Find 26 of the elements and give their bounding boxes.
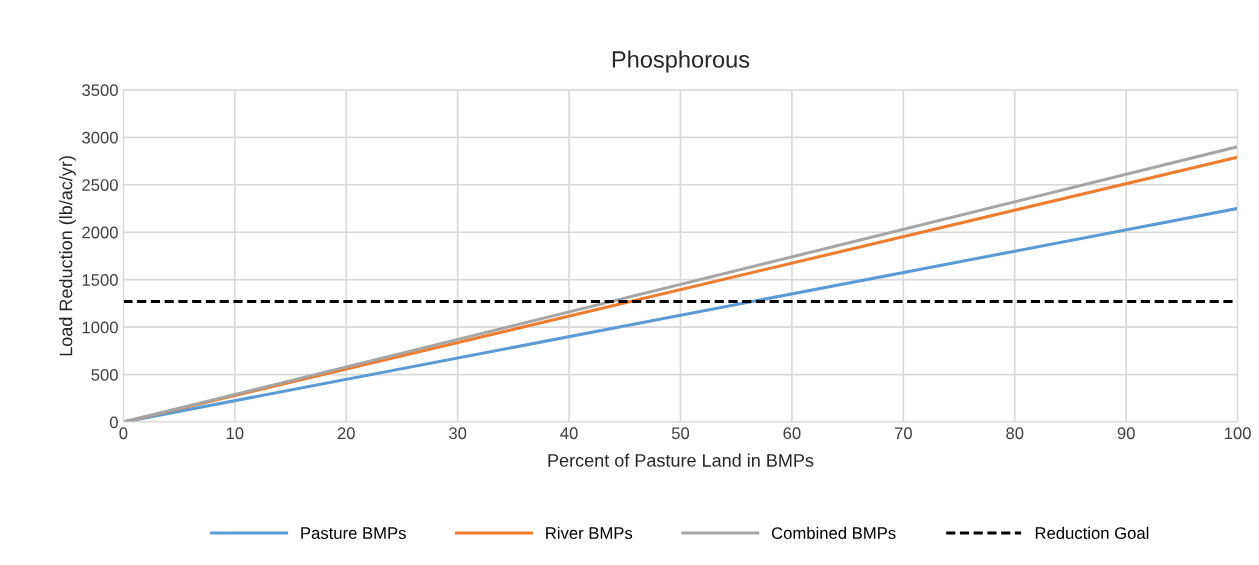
x-tick-label: 20 — [337, 427, 355, 440]
y-tick-label: 1000 — [82, 321, 118, 334]
x-tick-label: 10 — [226, 427, 244, 440]
y-tick-label: 3500 — [82, 84, 118, 97]
legend-label: River BMPs — [546, 526, 633, 539]
chart-title: Phosphorous — [612, 50, 750, 73]
x-tick-label: 80 — [1006, 427, 1024, 440]
x-tick-label: 60 — [783, 427, 801, 440]
y-tick-label: 500 — [91, 369, 118, 381]
legend-label: Reduction Goal — [1035, 526, 1149, 539]
x-tick-label: 100 — [1224, 427, 1251, 440]
y-tick-label: 3000 — [82, 131, 118, 144]
y-tick-label: 2500 — [82, 179, 118, 191]
y-axis-title: Load Reduction (lb/ac/yr) — [59, 156, 76, 356]
y-tick-label: 1500 — [82, 274, 118, 286]
x-tick-label: 50 — [671, 427, 690, 440]
legend-label: Combined BMPs — [771, 526, 896, 539]
y-tick-label: 0 — [109, 416, 118, 429]
x-tick-label: 0 — [119, 427, 128, 440]
y-tick-label: 2000 — [82, 226, 118, 239]
x-axis-title: Percent of Pasture Land in BMPs — [548, 453, 814, 467]
x-tick-label: 40 — [560, 427, 578, 440]
x-tick-label: 90 — [1117, 427, 1135, 440]
legend-label: Pasture BMPs — [301, 527, 406, 539]
x-tick-label: 70 — [894, 427, 912, 440]
x-tick-label: 30 — [449, 427, 467, 440]
